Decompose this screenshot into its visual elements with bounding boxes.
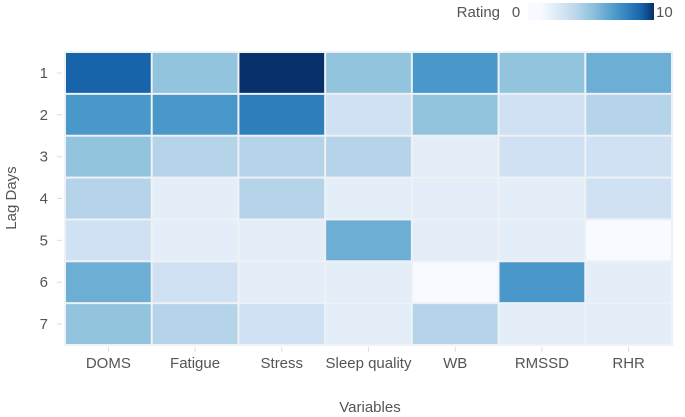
heatmap-cell-7-doms	[66, 304, 151, 344]
x-axis-title: Variables	[339, 399, 400, 416]
heatmap-cell-5-rmssd	[499, 220, 585, 261]
colorbar-title: Rating	[457, 4, 500, 21]
heatmap-cell-2-sleep-quality	[326, 94, 411, 135]
heatmap-cell-3-doms	[66, 136, 151, 177]
heatmap-cell-4-sleep-quality	[326, 178, 411, 219]
heatmap-cell-3-rhr	[586, 136, 671, 177]
heatmap-cell-1-wb	[412, 53, 498, 93]
heatmap-cell-6-fatigue	[152, 262, 238, 303]
x-tick-label: RHR	[612, 355, 645, 372]
heatmap-cell-6-doms	[66, 262, 151, 303]
heatmap-cell-1-rmssd	[499, 53, 585, 93]
heatmap-cell-7-wb	[412, 304, 498, 344]
heatmap-cell-6-rmssd	[499, 262, 585, 303]
x-tick-label: Sleep quality	[326, 355, 412, 372]
heatmap-cell-3-sleep-quality	[326, 136, 411, 177]
y-tick-label: 1	[40, 65, 48, 82]
heatmap-cell-7-sleep-quality	[326, 304, 411, 344]
heatmap-cell-7-rhr	[586, 304, 671, 344]
x-tick-label: RMSSD	[515, 355, 569, 372]
x-tick-label: DOMS	[86, 355, 131, 372]
heatmap-cell-3-stress	[239, 136, 325, 177]
heatmap-cell-4-doms	[66, 178, 151, 219]
heatmap-cell-4-fatigue	[152, 178, 238, 219]
heatmap-cell-4-wb	[412, 178, 498, 219]
y-tick-label: 7	[40, 316, 48, 333]
heatmap-cell-4-stress	[239, 178, 325, 219]
heatmap-cell-5-sleep-quality	[326, 220, 411, 261]
heatmap-cell-2-fatigue	[152, 94, 238, 135]
heatmap-cell-2-stress	[239, 94, 325, 135]
heatmap-cell-2-rhr	[586, 94, 671, 135]
heatmap-cell-2-rmssd	[499, 94, 585, 135]
heatmap-cell-6-stress	[239, 262, 325, 303]
y-tick-label: 5	[40, 232, 48, 249]
x-tick-label: Stress	[261, 355, 304, 372]
heatmap-cell-7-stress	[239, 304, 325, 344]
heatmap-cell-1-fatigue	[152, 53, 238, 93]
y-axis-title: Lag Days	[3, 166, 20, 229]
heatmap-cell-3-fatigue	[152, 136, 238, 177]
heatmap-cell-5-doms	[66, 220, 151, 261]
y-tick-label: 6	[40, 274, 48, 291]
heatmap-cell-4-rmssd	[499, 178, 585, 219]
heatmap-cell-3-rmssd	[499, 136, 585, 177]
heatmap-cell-1-sleep-quality	[326, 53, 411, 93]
heatmap-cell-2-doms	[66, 94, 151, 135]
x-tick-label: WB	[443, 355, 467, 372]
y-tick-label: 4	[40, 191, 48, 208]
heatmap-cell-1-doms	[66, 53, 151, 93]
heatmap-cell-7-rmssd	[499, 304, 585, 344]
heatmap-cell-5-stress	[239, 220, 325, 261]
heatmap-cell-1-rhr	[586, 53, 671, 93]
heatmap-cell-6-wb	[412, 262, 498, 303]
x-tick-label: Fatigue	[170, 355, 220, 372]
heatmap-cell-6-sleep-quality	[326, 262, 411, 303]
y-tick-label: 2	[40, 107, 48, 124]
colorbar	[528, 3, 654, 20]
heatmap-cell-5-rhr	[586, 220, 671, 261]
heatmap-cell-5-wb	[412, 220, 498, 261]
heatmap-cell-5-fatigue	[152, 220, 238, 261]
y-tick-label: 3	[40, 149, 48, 166]
colorbar-max-label: 10	[656, 4, 673, 21]
heatmap-cell-3-wb	[412, 136, 498, 177]
colorbar-min-label: 0	[512, 4, 520, 21]
heatmap-cell-6-rhr	[586, 262, 671, 303]
heatmap-cell-2-wb	[412, 94, 498, 135]
heatmap-cell-4-rhr	[586, 178, 671, 219]
heatmap-cell-1-stress	[239, 53, 325, 93]
heatmap-cell-7-fatigue	[152, 304, 238, 344]
